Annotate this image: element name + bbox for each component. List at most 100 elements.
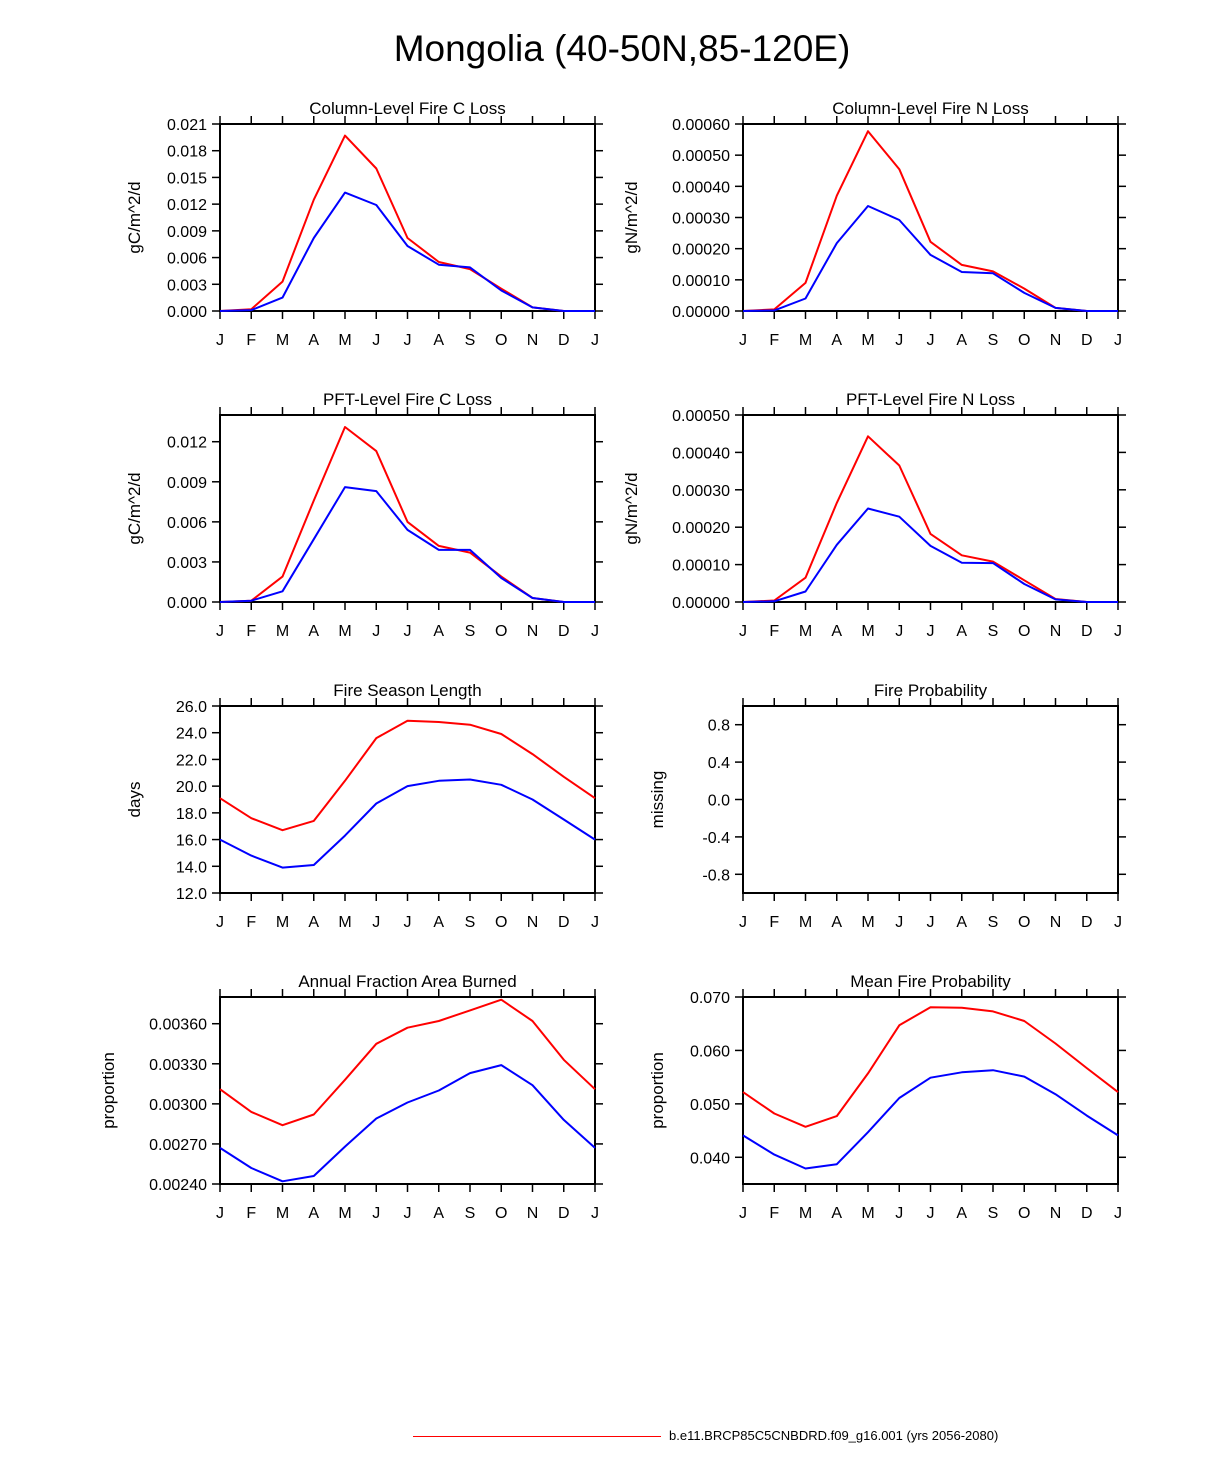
plot-frame: [742, 414, 1119, 603]
x-tick-label: A: [831, 1205, 842, 1222]
x-tick-label: A: [308, 332, 319, 349]
x-tick-label: J: [895, 623, 903, 640]
x-tick-label: N: [527, 1205, 539, 1222]
y-axis-label: gN/m^2/d: [622, 472, 641, 544]
x-tick-label: M: [276, 332, 289, 349]
x-tick-label: A: [433, 1205, 444, 1222]
series-line-red: [219, 426, 595, 603]
series-line-red: [742, 1006, 1119, 1128]
x-tick-label: J: [927, 1205, 935, 1222]
y-tick-label: 0.000: [167, 595, 207, 612]
x-tick-label: O: [495, 623, 507, 640]
x-tick-label: O: [1018, 1205, 1030, 1222]
y-tick-label: -0.8: [702, 867, 730, 884]
chart-panel-4: PFT-Level Fire N Loss gN/m^2/d 0.00000 0.00…: [622, 390, 1126, 640]
y-tick-label: 0.012: [167, 435, 207, 452]
y-tick-label: 0.006: [167, 515, 207, 532]
x-tick-label: M: [861, 914, 874, 931]
x-tick-label: N: [527, 623, 539, 640]
x-tick-label: S: [988, 914, 999, 931]
y-tick-label: 0.4: [708, 755, 730, 772]
plot-frame: [219, 414, 596, 603]
y-tick-label: 0.00010: [672, 273, 730, 290]
chart-title: PFT-Level Fire C Loss: [323, 390, 492, 409]
x-tick-label: J: [739, 332, 747, 349]
x-tick-label: A: [831, 914, 842, 931]
x-tick-label: J: [216, 332, 224, 349]
series-line-red: [742, 435, 1118, 603]
y-axis-label: missing: [648, 771, 667, 829]
chart-title: Mean Fire Probability: [850, 972, 1011, 991]
x-tick-label: J: [216, 1205, 224, 1222]
series-line-red: [219, 134, 595, 312]
chart-panel-8: Mean Fire Probability proportion 0.040 0.05…: [648, 972, 1126, 1222]
x-tick-label: D: [558, 1205, 570, 1222]
x-tick-label: F: [769, 914, 779, 931]
x-tick-label: J: [216, 623, 224, 640]
x-tick-label: A: [308, 914, 319, 931]
x-tick-label: O: [1018, 332, 1030, 349]
x-tick-label: O: [1018, 623, 1030, 640]
y-tick-label: 0.050: [690, 1097, 730, 1114]
series-line-blue: [742, 507, 1118, 603]
x-tick-label: F: [769, 1205, 779, 1222]
series-line-blue: [219, 778, 596, 869]
x-tick-label: S: [988, 623, 999, 640]
x-tick-label: S: [465, 332, 476, 349]
y-tick-label: 0.003: [167, 555, 207, 572]
x-tick-label: J: [895, 332, 903, 349]
x-tick-label: J: [404, 332, 412, 349]
x-tick-label: N: [1050, 623, 1062, 640]
y-tick-label: 0.00040: [672, 179, 730, 196]
y-tick-label: 0.003: [167, 277, 207, 294]
legend-line-red: [413, 1436, 661, 1437]
y-tick-label: 18.0: [176, 806, 207, 823]
page-title: Mongolia (40-50N,85-120E): [393, 28, 851, 69]
x-tick-label: S: [465, 623, 476, 640]
x-tick-label: M: [799, 1205, 812, 1222]
chart-panel-5: Fire Season Length days 12.0 14.0 16.0 18.0 20…: [125, 681, 603, 931]
x-tick-label: N: [527, 914, 539, 931]
x-tick-label: D: [1081, 332, 1093, 349]
x-tick-label: J: [927, 623, 935, 640]
y-tick-label: 0.00060: [672, 117, 730, 134]
x-tick-label: M: [276, 1205, 289, 1222]
plot-frame: [219, 996, 596, 1185]
x-tick-label: F: [246, 914, 256, 931]
x-tick-label: M: [338, 332, 351, 349]
x-tick-label: M: [338, 1205, 351, 1222]
x-tick-label: J: [216, 914, 224, 931]
x-tick-label: F: [246, 623, 256, 640]
y-tick-label: 0.00360: [149, 1017, 207, 1034]
x-tick-label: N: [1050, 332, 1062, 349]
chart-title: Annual Fraction Area Burned: [298, 972, 516, 991]
x-tick-label: J: [1114, 332, 1122, 349]
plot-frame: [742, 705, 1119, 894]
plot-frame: [742, 996, 1119, 1185]
x-tick-label: J: [1114, 623, 1122, 640]
y-tick-label: 14.0: [176, 859, 207, 876]
x-tick-label: J: [591, 332, 599, 349]
x-tick-label: J: [591, 623, 599, 640]
y-tick-label: -0.4: [702, 830, 730, 847]
plot-frame: [219, 123, 596, 312]
y-axis-label: gN/m^2/d: [622, 181, 641, 253]
x-tick-label: F: [769, 623, 779, 640]
y-axis-label: proportion: [648, 1052, 667, 1129]
x-tick-label: J: [404, 1205, 412, 1222]
y-tick-label: 0.00300: [149, 1097, 207, 1114]
plot-frame: [742, 123, 1119, 312]
y-tick-label: 0.009: [167, 224, 207, 241]
x-tick-label: A: [433, 914, 444, 931]
x-tick-label: M: [861, 1205, 874, 1222]
x-tick-label: J: [927, 332, 935, 349]
x-tick-label: J: [372, 623, 380, 640]
x-tick-label: S: [465, 1205, 476, 1222]
y-tick-label: 0.00330: [149, 1057, 207, 1074]
x-tick-label: J: [372, 914, 380, 931]
y-tick-label: 0.00240: [149, 1177, 207, 1194]
chart-title: Fire Probability: [874, 681, 988, 700]
x-tick-label: N: [1050, 914, 1062, 931]
x-tick-label: M: [861, 623, 874, 640]
